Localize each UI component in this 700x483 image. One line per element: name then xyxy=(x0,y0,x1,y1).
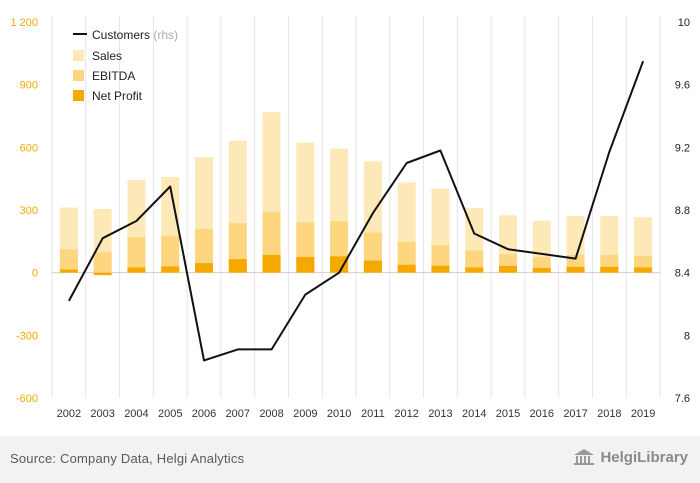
net-profit-bar xyxy=(93,272,112,276)
legend-customers-label: Customers (rhs) xyxy=(92,28,178,42)
right-axis-tick-label: 9.2 xyxy=(675,142,690,154)
right-axis-tick-label: 9.6 xyxy=(675,80,690,92)
x-axis-tick-label: 2015 xyxy=(496,408,520,420)
net-profit-bar xyxy=(330,256,349,273)
helgi-library-logo: HelgiLibrary xyxy=(573,448,688,466)
left-axis-tick-label: -300 xyxy=(16,330,38,342)
right-axis-tick-label: 10 xyxy=(678,17,690,29)
legend-ebitda-swatch xyxy=(73,70,84,81)
brand-name: HelgiLibrary xyxy=(600,448,688,466)
net-profit-bar xyxy=(296,257,315,273)
ebitda-bar xyxy=(93,252,112,273)
left-axis-tick-label: 900 xyxy=(20,80,38,92)
chart-canvas: -600 -300 0 300 600 900 1 200 7.6 8 8.4 8.8 9.2 9.6… xyxy=(10,16,690,420)
ebitda-bar xyxy=(59,249,78,273)
net-profit-bar xyxy=(634,267,653,273)
legend-customers-suffix: (rhs) xyxy=(153,28,178,42)
net-profit-bar xyxy=(262,254,281,273)
legend: Customers (rhs) Sales EBITDA Net Profit xyxy=(73,28,178,103)
net-profit-bar xyxy=(532,268,551,273)
net-profit-bar xyxy=(195,263,213,273)
x-axis-tick-label: 2008 xyxy=(259,408,283,420)
x-axis-tick-label: 2002 xyxy=(57,408,81,420)
ebitda-bar xyxy=(195,228,213,273)
right-axis-tick-label: 8.8 xyxy=(675,205,690,217)
x-axis-tick-label: 2019 xyxy=(631,408,655,420)
net-profit-bar xyxy=(499,265,517,273)
x-axis-tick-label: 2003 xyxy=(90,408,114,420)
legend-net-profit-label: Net Profit xyxy=(92,89,143,103)
right-axis-tick-label: 8.4 xyxy=(675,268,690,280)
left-axis: -600 -300 0 300 600 900 1 200 xyxy=(10,17,38,405)
x-axis-tick-label: 2014 xyxy=(462,408,486,420)
legend-ebitda-label: EBITDA xyxy=(92,69,135,83)
net-profit-bar xyxy=(397,264,416,273)
x-axis-tick-label: 2006 xyxy=(192,408,216,420)
net-profit-bar xyxy=(161,266,180,273)
x-axis-tick-label: 2005 xyxy=(158,408,182,420)
x-axis-tick-label: 2013 xyxy=(428,408,452,420)
net-profit-bar xyxy=(59,269,78,273)
x-axis-tick-label: 2017 xyxy=(563,408,587,420)
library-building-icon xyxy=(574,449,595,465)
left-axis-tick-label: 600 xyxy=(20,142,38,154)
bars xyxy=(59,112,653,276)
left-axis-tick-label: 0 xyxy=(32,268,38,280)
legend-net-profit-swatch xyxy=(73,90,84,101)
net-profit-bar xyxy=(431,265,450,273)
ebitda-bar xyxy=(465,250,484,273)
x-axis-tick-label: 2004 xyxy=(124,408,148,420)
legend-sales-swatch xyxy=(73,50,84,61)
net-profit-bar xyxy=(465,267,484,273)
net-profit-bar xyxy=(127,267,146,273)
customers-line xyxy=(68,60,645,362)
x-axis-tick-label: 2012 xyxy=(394,408,418,420)
source-note: Source: Company Data, Helgi Analytics xyxy=(10,451,245,466)
x-axis-tick-label: 2010 xyxy=(327,408,351,420)
ebitda-bar xyxy=(127,237,146,273)
footer-band xyxy=(0,436,700,483)
net-profit-bar xyxy=(228,259,247,273)
right-axis-tick-label: 8 xyxy=(684,330,690,342)
net-profit-bar xyxy=(600,266,619,273)
left-axis-tick-label: 1 200 xyxy=(10,17,38,29)
x-axis-tick-label: 2011 xyxy=(361,408,385,420)
ebitda-bar xyxy=(161,236,180,273)
customers-line-group xyxy=(68,60,645,362)
net-profit-bar xyxy=(363,260,382,273)
left-axis-tick-label: 300 xyxy=(20,205,38,217)
right-axis-tick-label: 7.6 xyxy=(675,393,690,405)
right-axis: 7.6 8 8.4 8.8 9.2 9.6 10 xyxy=(675,17,690,405)
x-axis-tick-label: 2007 xyxy=(226,408,250,420)
net-profit-bar xyxy=(566,266,585,273)
x-axis-tick-label: 2016 xyxy=(530,408,554,420)
x-axis: 2002 2003 2004 2005 2006 2007 2008 2009 2010 2011… xyxy=(57,408,656,420)
x-axis-tick-label: 2018 xyxy=(597,408,621,420)
left-axis-tick-label: -600 xyxy=(16,393,38,405)
x-axis-tick-label: 2009 xyxy=(293,408,317,420)
legend-sales-label: Sales xyxy=(92,49,122,63)
